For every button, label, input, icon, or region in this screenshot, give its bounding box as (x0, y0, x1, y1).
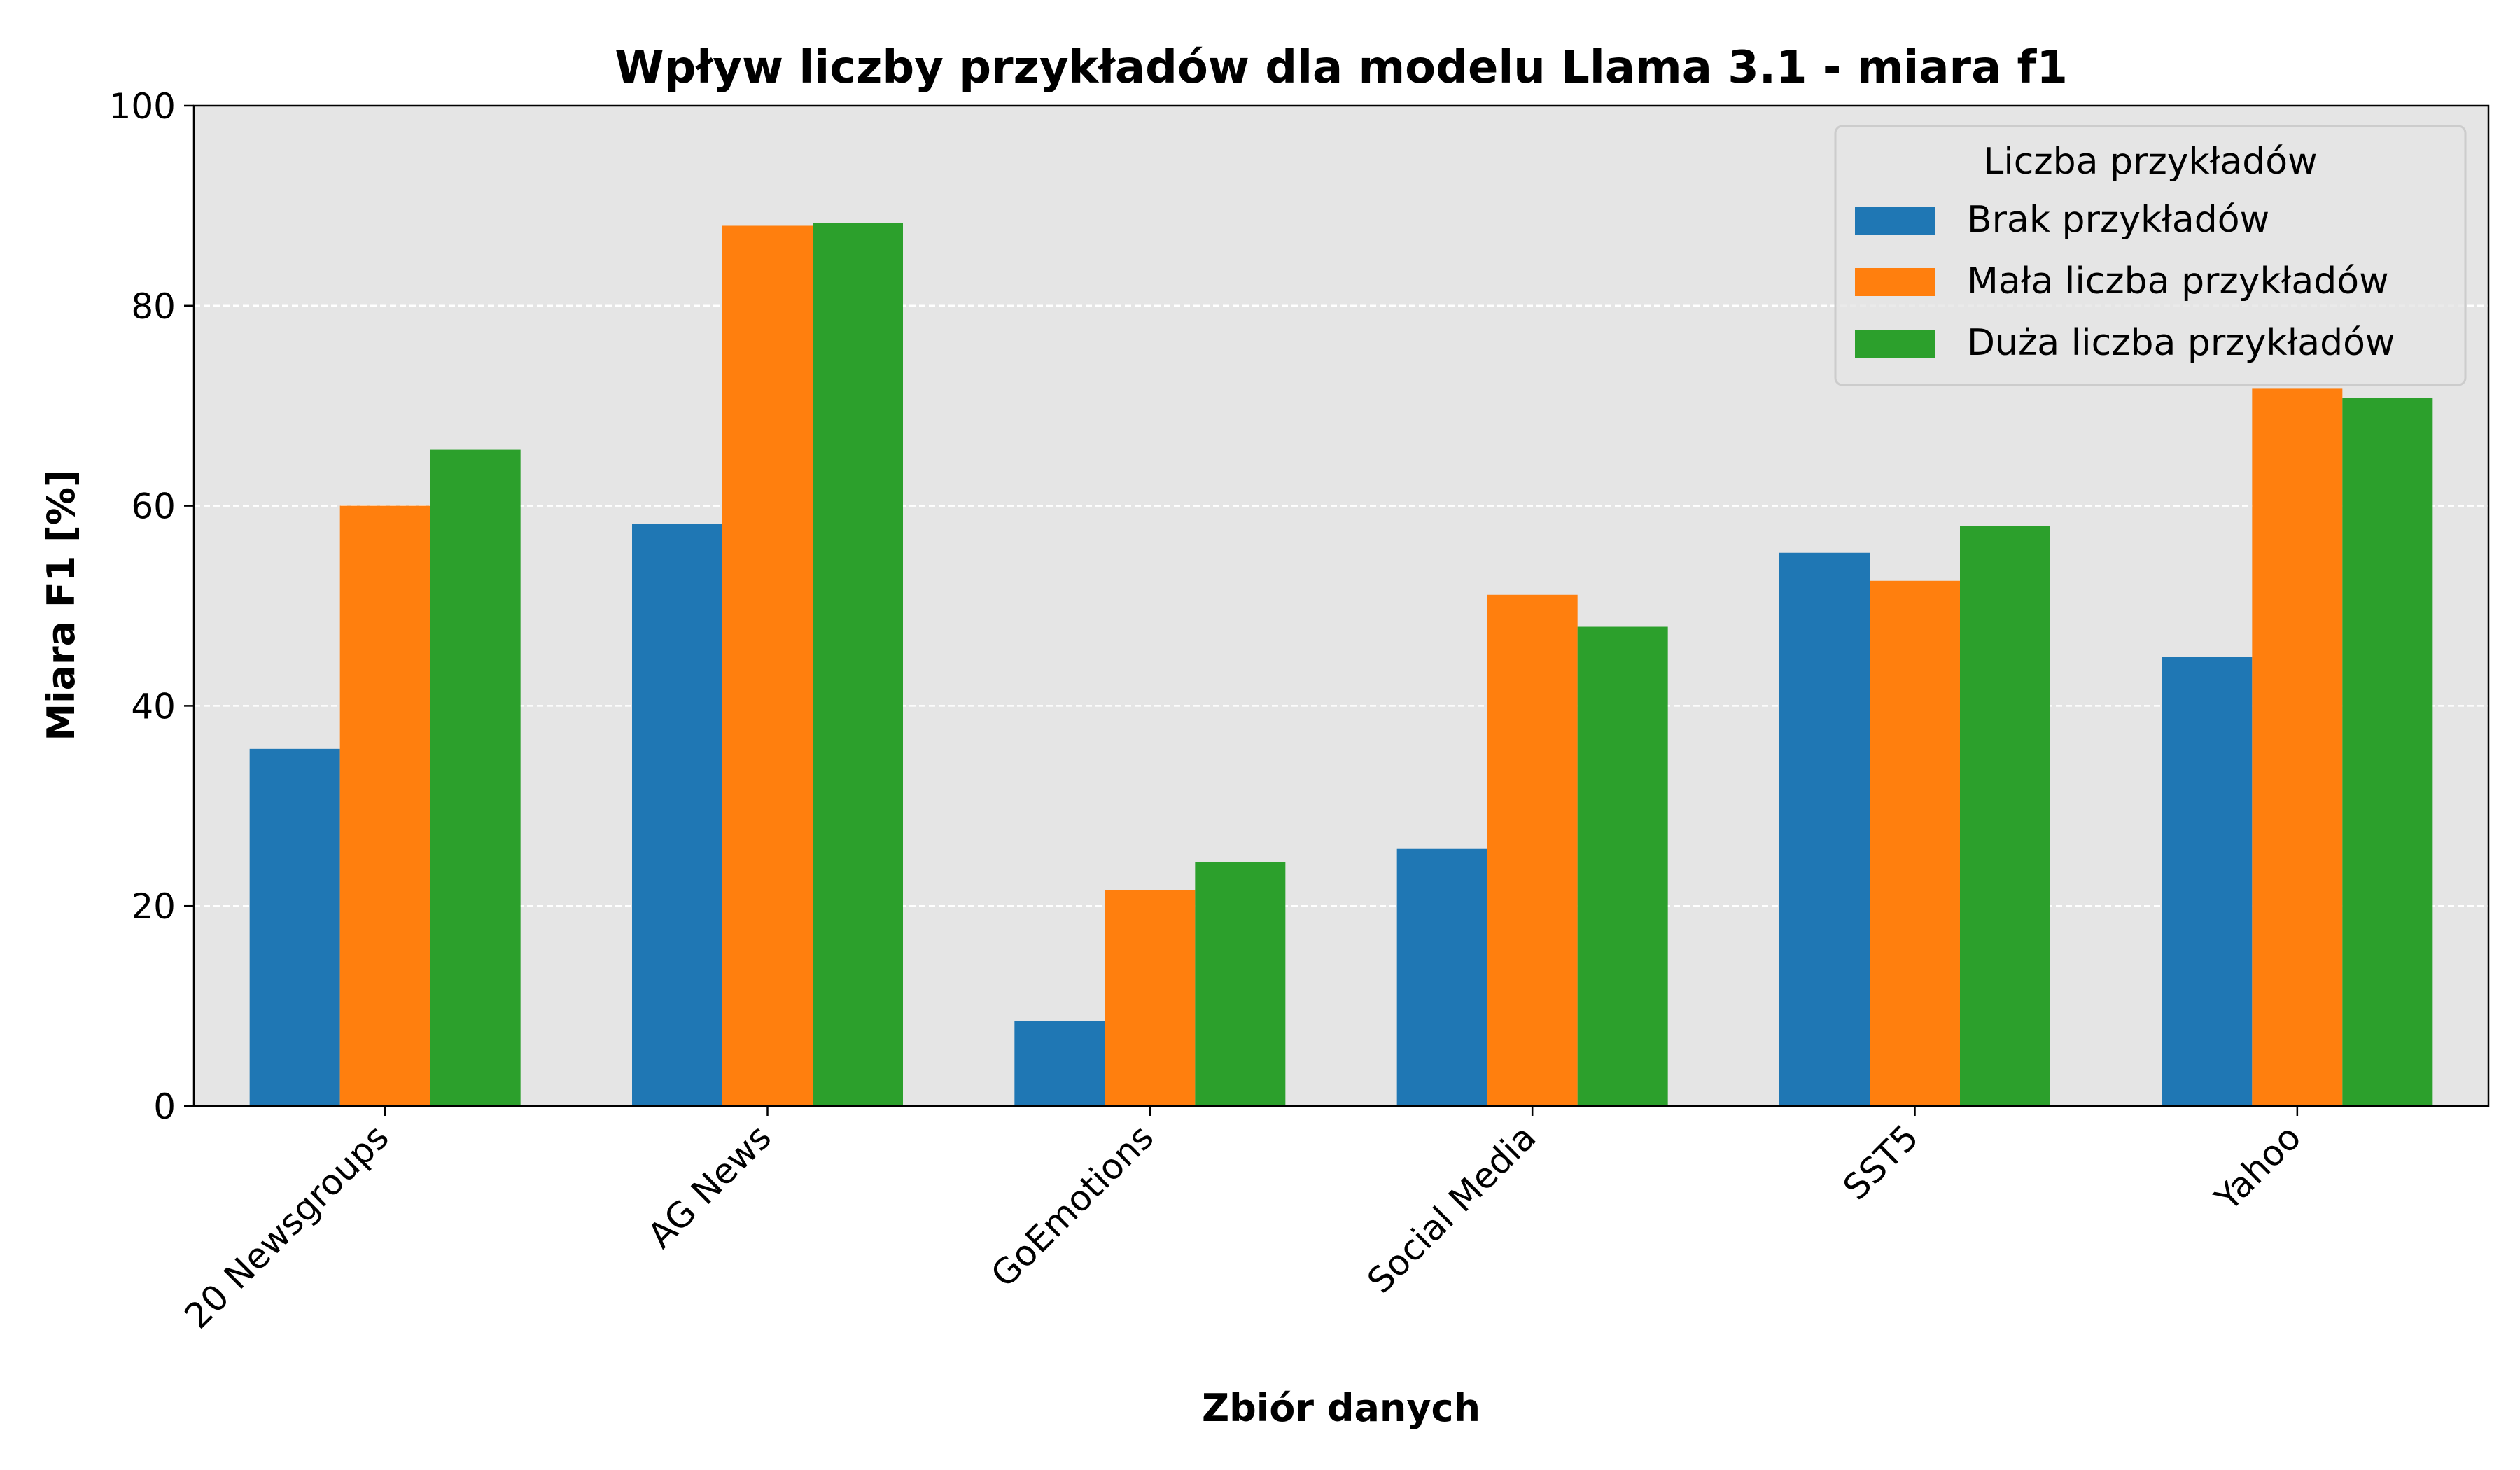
bar-2-6 (2252, 388, 2343, 1106)
legend: Liczba przykładów Brak przykładów Mała li… (1834, 125, 2467, 386)
y-tick-label: 60 (131, 486, 176, 527)
chart-title: Wpływ liczby przykładów dla modelu Llama… (615, 42, 2068, 94)
plot-frame (192, 104, 2490, 1107)
legend-items: Brak przykładów Mała liczba przykładów Duż… (1855, 199, 2395, 364)
y-axis-label: Miara F1 [%] (39, 470, 83, 741)
legend-box (1834, 125, 2467, 386)
bar-3-4 (1577, 626, 1668, 1106)
x-tick-label: GoEmotions (983, 1116, 1162, 1295)
x-tick-label: Yahoo (2207, 1116, 2309, 1219)
bar-2-3 (1105, 890, 1196, 1106)
bar-3-3 (1195, 862, 1286, 1106)
bar-2-1 (340, 505, 430, 1106)
y-tick-label: 20 (131, 886, 176, 927)
legend-swatch (1855, 268, 1935, 296)
bar-3-2 (813, 223, 903, 1106)
bar-1-6 (2162, 657, 2253, 1106)
legend-title: Liczba przykładów (1983, 141, 2317, 183)
x-tick-label: 20 Newsgroups (177, 1116, 397, 1336)
legend-swatch (1855, 330, 1935, 358)
x-tick-label: AG News (640, 1116, 779, 1256)
y-tick-label: 80 (131, 286, 176, 327)
grid-lines (194, 304, 2488, 907)
x-tick-label: Social Media (1359, 1116, 1544, 1301)
y-tick-label: 0 (153, 1086, 176, 1127)
legend-label: Duża liczba przykładów (1967, 322, 2395, 364)
bar-1-5 (1779, 552, 1870, 1106)
x-axis-label: Zbiór danych (1202, 1386, 1480, 1430)
bar-1-3 (1014, 1021, 1105, 1106)
bars (249, 223, 2433, 1107)
bar-2-2 (722, 225, 813, 1107)
bar-2-4 (1487, 594, 1578, 1106)
bar-1-2 (632, 524, 722, 1106)
bar-1-4 (1396, 848, 1488, 1106)
x-tick-label: SST5 (1835, 1116, 1926, 1208)
bar-2-5 (1870, 580, 1960, 1106)
bar-3-1 (430, 449, 521, 1106)
legend-swatch (1855, 206, 1935, 234)
legend-label: Mała liczba przykładów (1967, 260, 2389, 302)
bar-3-6 (2342, 398, 2433, 1106)
y-tick-label: 100 (109, 86, 176, 127)
bar-3-5 (1960, 526, 2050, 1106)
legend-label: Brak przykładów (1967, 199, 2269, 241)
y-tick-label: 40 (131, 686, 176, 727)
bar-1-1 (249, 748, 340, 1106)
